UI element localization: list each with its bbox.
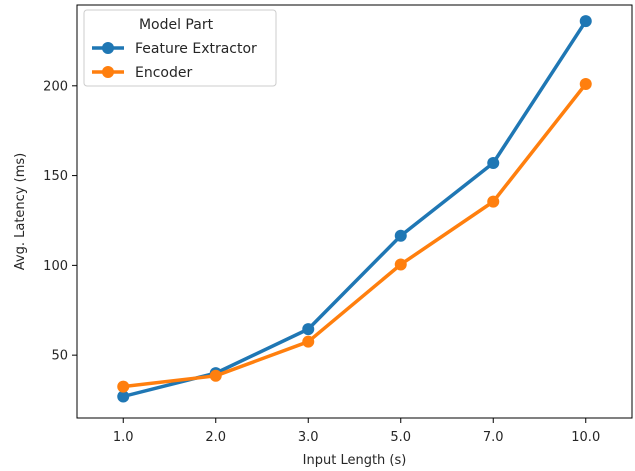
- data-point: [302, 323, 315, 336]
- legend-box: [83, 9, 277, 87]
- legend-entry: Feature Extractor: [92, 41, 257, 57]
- x-tick-label: 1.0: [113, 430, 134, 445]
- x-tick-label: 5.0: [390, 430, 411, 445]
- data-point: [302, 335, 315, 348]
- legend-marker: [102, 66, 114, 78]
- legend-label: Encoder: [135, 65, 192, 81]
- series-1: [117, 78, 592, 393]
- series-line: [123, 82, 588, 389]
- y-tick-label: 200: [43, 79, 68, 94]
- x-tick-label: 2.0: [205, 430, 226, 445]
- data-point: [579, 78, 592, 91]
- y-axis-label: Avg. Latency (ms): [13, 153, 28, 270]
- legend-title: Model Part: [139, 17, 214, 33]
- legend-entry: Encoder: [92, 65, 192, 81]
- data-point: [117, 380, 130, 393]
- x-tick-label: 7.0: [483, 430, 504, 445]
- x-axis: 1.0 2.0 3.0 5.0 7.0 10.0: [113, 418, 600, 445]
- y-tick-label: 150: [43, 169, 68, 184]
- legend-marker: [102, 42, 114, 54]
- x-tick-label: 10.0: [571, 430, 600, 445]
- y-tick-label: 100: [43, 259, 68, 274]
- data-point: [394, 229, 407, 242]
- y-tick-label: 50: [51, 349, 68, 364]
- data-point: [487, 157, 500, 170]
- data-point: [394, 258, 407, 271]
- data-point: [579, 15, 592, 28]
- data-point: [487, 195, 500, 208]
- x-axis-label: Input Length (s): [303, 453, 407, 468]
- legend-label: Feature Extractor: [135, 41, 257, 57]
- x-tick-label: 3.0: [298, 430, 319, 445]
- y-axis: 50 100 150 200: [43, 79, 77, 364]
- data-point: [117, 390, 130, 403]
- data-point: [209, 369, 222, 382]
- axes-frame: [76, 4, 633, 419]
- legend: Model Part Feature Extractor Encoder: [83, 9, 277, 87]
